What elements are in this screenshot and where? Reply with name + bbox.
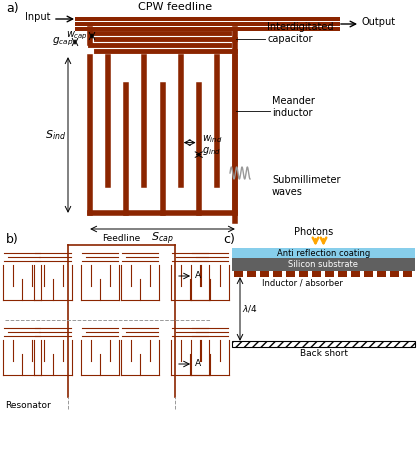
Bar (390, 271, 399, 277)
Bar (403, 271, 412, 277)
Bar (351, 271, 360, 277)
Text: Input: Input (25, 12, 51, 22)
Bar (75, 17, 340, 21)
Text: A: A (195, 359, 201, 368)
Text: $w_{ind}$: $w_{ind}$ (202, 133, 222, 144)
Text: Output: Output (362, 17, 396, 27)
Text: Back short: Back short (300, 349, 347, 358)
Bar (260, 271, 269, 277)
Text: $w_{cap}$: $w_{cap}$ (66, 30, 88, 42)
Bar (286, 271, 295, 277)
Text: CPW feedline: CPW feedline (138, 2, 212, 12)
Text: $g_{cap}$: $g_{cap}$ (52, 36, 73, 48)
Text: Resonator: Resonator (5, 401, 51, 410)
Text: Feedline: Feedline (102, 234, 140, 243)
Bar (312, 271, 321, 277)
Text: Submillimeter
waves: Submillimeter waves (272, 175, 341, 197)
Bar (247, 271, 256, 277)
Text: Silicon substrate: Silicon substrate (288, 260, 359, 269)
Text: $g_{ind}$: $g_{ind}$ (202, 145, 220, 156)
Bar (325, 271, 334, 277)
Bar (299, 271, 308, 277)
Bar (232, 341, 415, 347)
Text: c): c) (223, 233, 235, 246)
Text: Interdigitated
capacitor: Interdigitated capacitor (267, 22, 334, 44)
Text: Meander
inductor: Meander inductor (272, 96, 315, 118)
Text: a): a) (6, 2, 19, 15)
Bar (377, 271, 386, 277)
Bar (75, 22, 340, 26)
Text: A: A (195, 272, 201, 281)
Text: Photons: Photons (294, 227, 333, 237)
Bar (232, 248, 415, 258)
Text: $\lambda/4$: $\lambda/4$ (242, 304, 258, 314)
Bar (232, 258, 415, 271)
Bar (338, 271, 347, 277)
Text: $S_{cap}$: $S_{cap}$ (151, 231, 174, 248)
Text: Inductor / absorber: Inductor / absorber (262, 278, 343, 287)
Bar (75, 27, 340, 31)
Text: $S_{ind}$: $S_{ind}$ (45, 128, 66, 142)
Bar (273, 271, 282, 277)
Bar (234, 271, 243, 277)
Bar (364, 271, 373, 277)
Text: Anti reflection coating: Anti reflection coating (277, 249, 370, 258)
Text: b): b) (6, 233, 19, 246)
